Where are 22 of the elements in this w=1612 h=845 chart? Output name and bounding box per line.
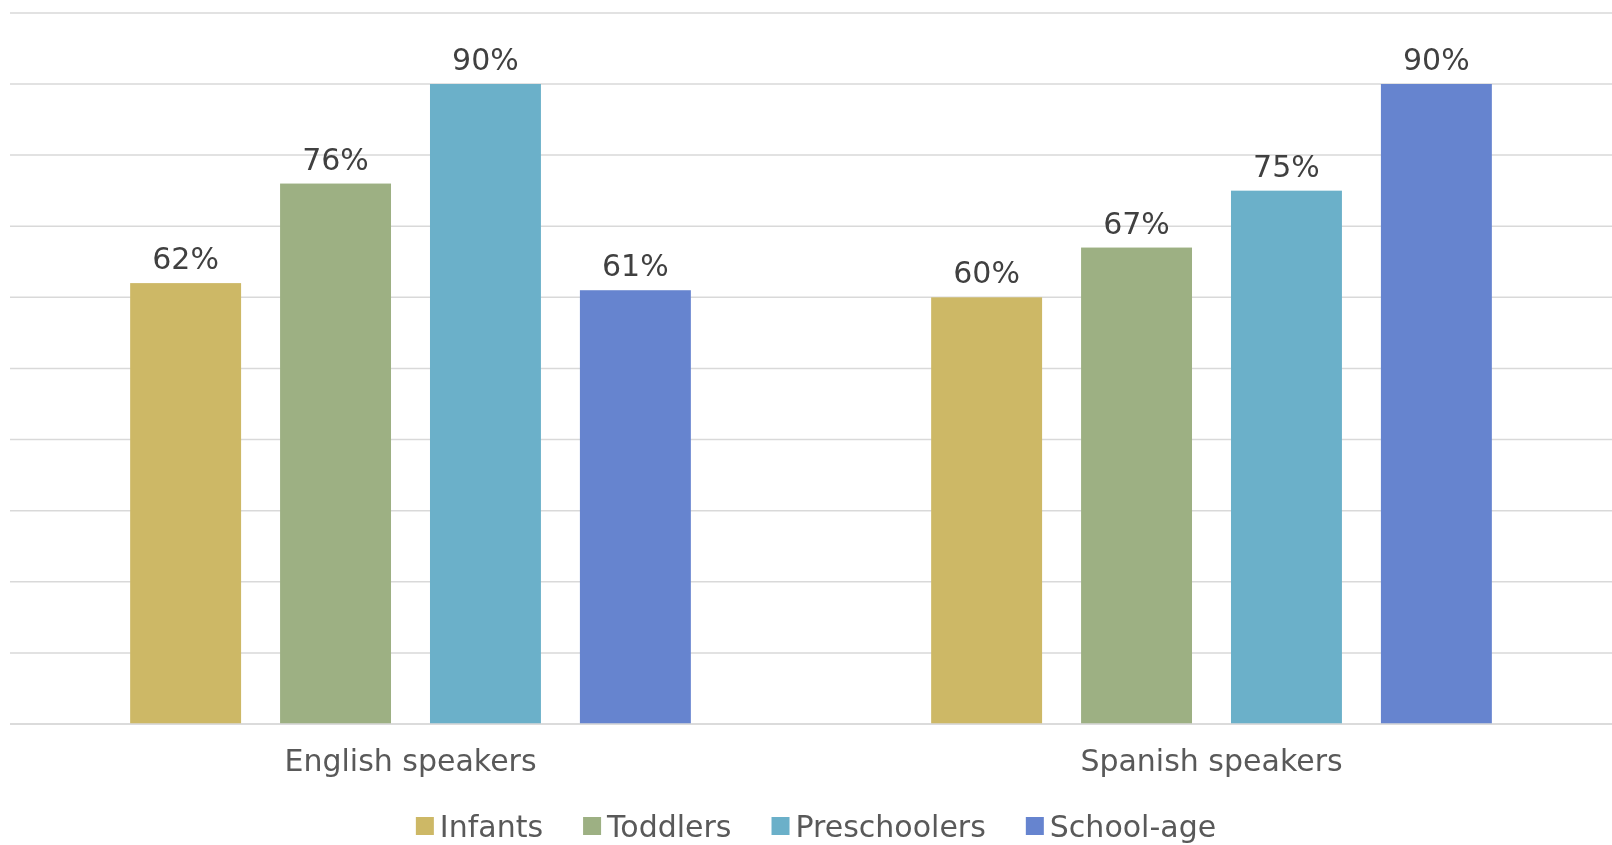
data-label: 90% bbox=[1403, 42, 1470, 77]
bar bbox=[931, 297, 1043, 724]
data-label: 67% bbox=[1103, 205, 1170, 241]
bar bbox=[130, 283, 242, 724]
bar bbox=[1081, 247, 1193, 724]
legend-label: Infants bbox=[439, 809, 544, 844]
data-label: 60% bbox=[953, 255, 1020, 291]
legend-label: School-age bbox=[1049, 809, 1217, 844]
data-label: 76% bbox=[302, 141, 369, 177]
data-label: 62% bbox=[152, 241, 219, 277]
x-tick-label: Spanish speakers bbox=[1080, 742, 1343, 778]
bar bbox=[280, 183, 392, 724]
bar bbox=[579, 290, 691, 724]
bar bbox=[429, 84, 541, 724]
data-label: 75% bbox=[1253, 148, 1320, 184]
x-tick-label: English speakers bbox=[284, 742, 537, 778]
legend-label: Toddlers bbox=[606, 809, 732, 844]
data-label: 90% bbox=[452, 42, 519, 77]
bar bbox=[1380, 84, 1492, 724]
bar bbox=[1230, 190, 1342, 724]
data-label: 61% bbox=[602, 248, 669, 284]
legend-label: Preschoolers bbox=[795, 809, 986, 844]
